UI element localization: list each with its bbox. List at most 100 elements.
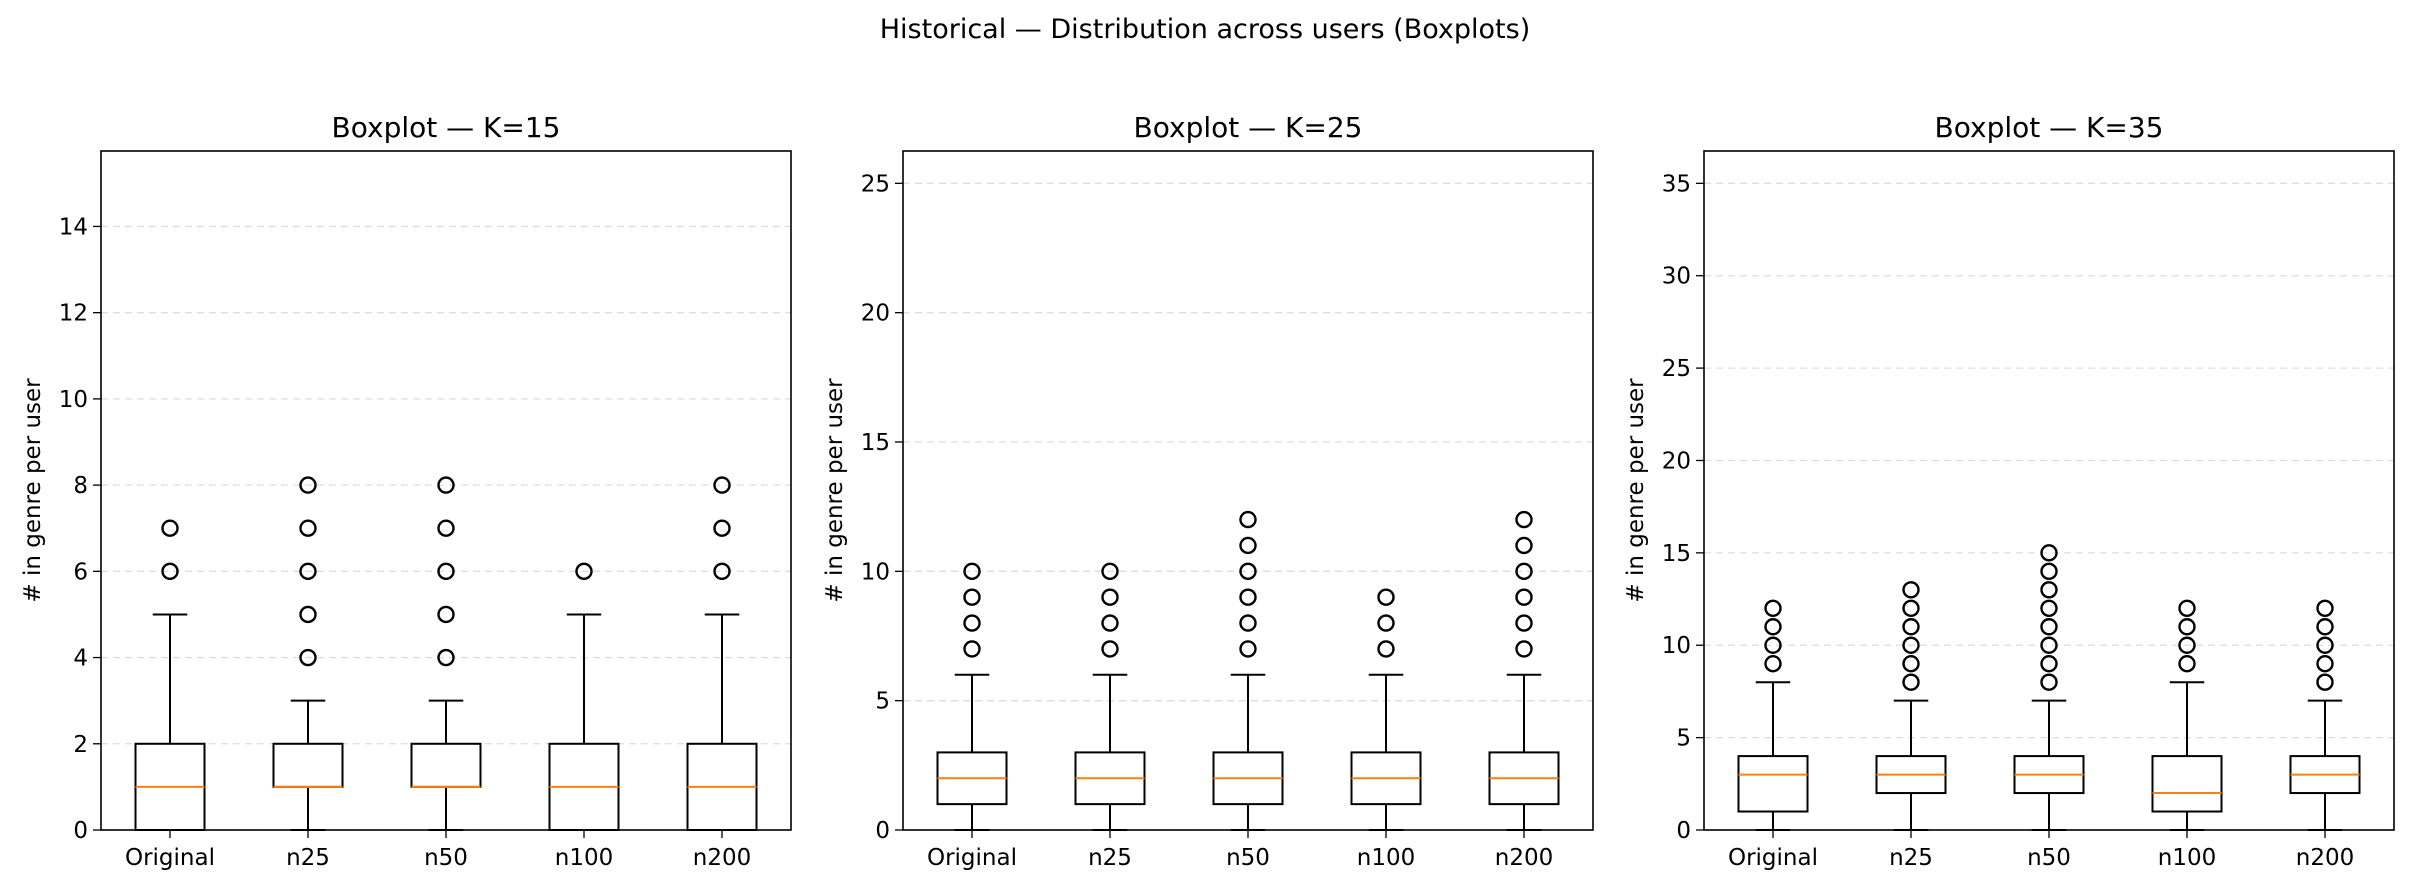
- outlier-point: [437, 519, 455, 537]
- outlier-point: [299, 519, 317, 537]
- box-n100: [1350, 588, 1422, 831]
- y-tick-label: 20: [861, 301, 890, 327]
- y-tick-label: 10: [1662, 633, 1691, 659]
- outlier-point: [1902, 618, 1920, 636]
- x-tick-label: Original: [125, 845, 215, 871]
- box-n50: [1212, 510, 1284, 831]
- outlier-point: [1239, 562, 1257, 581]
- panel-title: Boxplot — K=25: [1134, 111, 1363, 144]
- outlier-point: [1101, 562, 1119, 581]
- outlier-point: [963, 562, 981, 581]
- box-body: [2151, 755, 2223, 813]
- x-tick-label: n100: [2158, 845, 2216, 871]
- outlier-point: [713, 562, 731, 581]
- outlier-point: [2178, 655, 2196, 673]
- outlier-point: [1377, 588, 1395, 606]
- y-tick-label: 5: [875, 689, 890, 715]
- outlier-point: [2040, 581, 2058, 599]
- box-body: [1737, 755, 1809, 813]
- outlier-point: [1515, 614, 1533, 632]
- x-tick-label: n200: [2296, 845, 2354, 871]
- y-tick-label: 25: [861, 171, 890, 197]
- panel-2: Boxplot — K=25 0 5 10 15 20 25 # in genre per u…: [822, 111, 1594, 871]
- outlier-point: [2178, 618, 2196, 636]
- outlier-point: [1902, 673, 1920, 691]
- box-n200: [2289, 599, 2361, 831]
- box-n100: [2151, 599, 2223, 831]
- box-n200: [686, 476, 758, 831]
- x-tick-label: n100: [1357, 845, 1415, 871]
- y-tick-label: 25: [1662, 356, 1691, 382]
- box-n25: [272, 476, 344, 831]
- y-tick-label: 0: [73, 818, 88, 844]
- outlier-point: [1377, 640, 1395, 658]
- outlier-point: [1239, 614, 1257, 632]
- y-tick-label: 10: [861, 559, 890, 585]
- panel-1: Boxplot — K=15 0 2 4 6 8 10 12 14 # in genre per …: [20, 111, 792, 871]
- box-n100: [548, 562, 620, 831]
- outlier-point: [2040, 673, 2058, 691]
- y-tick-label: 5: [1676, 726, 1691, 752]
- outlier-point: [1239, 536, 1257, 555]
- y-axis-label: # in genre per user: [20, 378, 46, 603]
- outlier-point: [161, 519, 179, 537]
- outlier-point: [299, 562, 317, 581]
- outlier-point: [2040, 636, 2058, 654]
- outlier-point: [299, 605, 317, 624]
- x-tick-label: n200: [693, 845, 751, 871]
- outlier-point: [963, 588, 981, 606]
- outlier-point: [1764, 636, 1782, 654]
- outlier-point: [437, 605, 455, 624]
- x-tick-label: n200: [1495, 845, 1553, 871]
- x-tick-label: n50: [424, 845, 468, 871]
- x-tick-label: n50: [2027, 845, 2071, 871]
- y-tick-label: 14: [59, 214, 88, 240]
- outlier-point: [437, 648, 455, 667]
- y-tick-label: 30: [1662, 264, 1691, 290]
- outlier-point: [2040, 599, 2058, 617]
- box-body: [410, 742, 482, 788]
- figure-title: Historical — Distribution across users (…: [880, 14, 1530, 45]
- outlier-point: [1902, 636, 1920, 654]
- box-n25: [1875, 581, 1947, 831]
- outlier-point: [1515, 510, 1533, 529]
- box-Original: [1737, 599, 1809, 831]
- outlier-point: [2316, 655, 2334, 673]
- outlier-point: [2316, 636, 2334, 654]
- outlier-point: [299, 476, 317, 494]
- outlier-point: [963, 614, 981, 632]
- panel-title: Boxplot — K=35: [1935, 111, 2164, 144]
- outlier-point: [1764, 599, 1782, 617]
- outlier-point: [1902, 655, 1920, 673]
- x-tick-label: n100: [555, 845, 613, 871]
- outlier-point: [1101, 614, 1119, 632]
- y-tick-label: 15: [1662, 541, 1691, 567]
- x-tick-label: n50: [1226, 845, 1270, 871]
- box-Original: [134, 519, 206, 831]
- x-tick-label: n25: [286, 845, 330, 871]
- y-tick-label: 4: [73, 646, 88, 672]
- outlier-point: [1515, 640, 1533, 658]
- outlier-point: [713, 476, 731, 494]
- box-body: [272, 742, 344, 788]
- box-n50: [410, 476, 482, 831]
- outlier-point: [299, 648, 317, 667]
- outlier-point: [575, 562, 593, 581]
- outlier-point: [1377, 614, 1395, 632]
- outlier-point: [1239, 510, 1257, 529]
- outlier-point: [1902, 599, 1920, 617]
- outlier-point: [2178, 636, 2196, 654]
- y-tick-label: 0: [1676, 818, 1691, 844]
- box-n25: [1074, 562, 1146, 831]
- y-tick-label: 15: [861, 430, 890, 456]
- outlier-point: [1239, 588, 1257, 606]
- outlier-point: [2040, 655, 2058, 673]
- outlier-point: [963, 640, 981, 658]
- y-tick-label: 20: [1662, 448, 1691, 474]
- x-tick-label: Original: [1728, 845, 1818, 871]
- box-n50: [2013, 544, 2085, 831]
- panel-3: Boxplot — K=35 0 5 10 15 20 25 30 35 # in genre p…: [1623, 111, 2395, 871]
- outlier-point: [1239, 640, 1257, 658]
- outlier-point: [2040, 618, 2058, 636]
